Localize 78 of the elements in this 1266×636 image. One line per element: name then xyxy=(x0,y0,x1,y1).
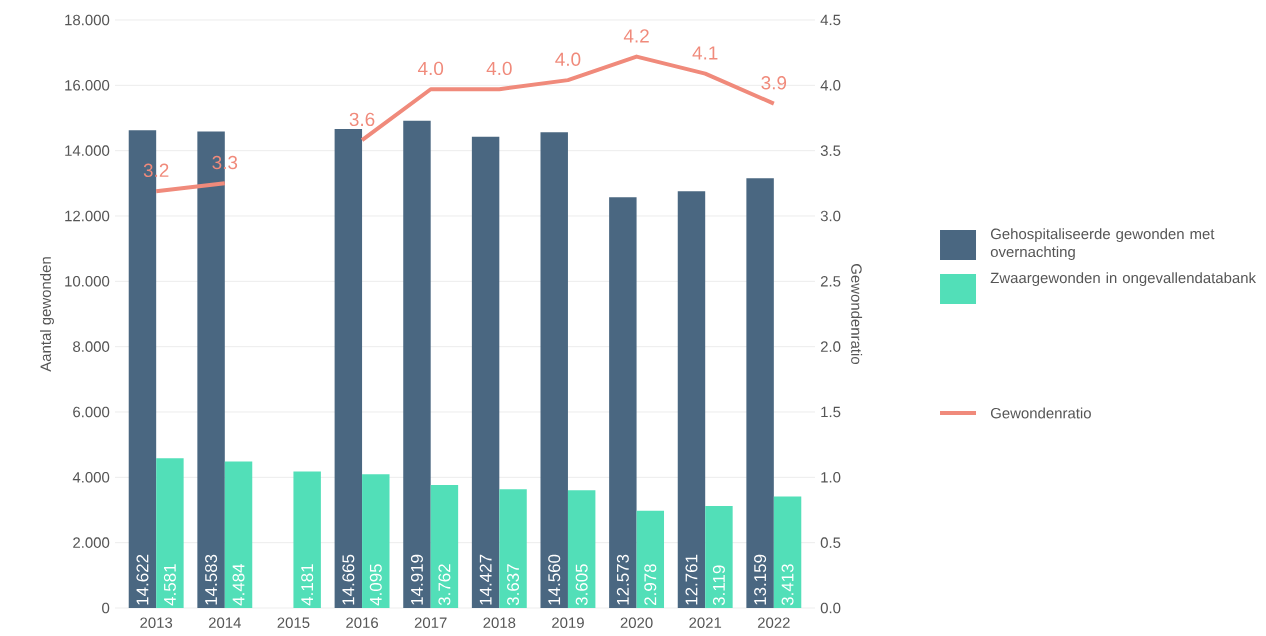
data-label: 12.761 xyxy=(685,554,698,605)
bar xyxy=(156,458,184,608)
data-label: 14.427 xyxy=(479,554,492,605)
y-tick-label: 8.000 xyxy=(73,341,110,352)
y2-tick-label: 2.0 xyxy=(820,341,841,352)
data-label: 4.095 xyxy=(369,564,382,606)
bar xyxy=(334,128,363,608)
y2-tick-label: 1.0 xyxy=(821,472,841,483)
y2-tick-label: 1.5 xyxy=(821,406,841,418)
y2-axis-title: Gewondenratio xyxy=(851,264,863,365)
y2-tick-label: 4.5 xyxy=(820,14,841,26)
data-label: 4.581 xyxy=(163,564,176,606)
data-label: 4.484 xyxy=(232,563,245,606)
data-label: 3.605 xyxy=(575,564,588,606)
bar xyxy=(677,191,706,608)
y-tick-label: 10.000 xyxy=(65,276,110,287)
bar xyxy=(499,489,527,608)
x-tick-label: 2021 xyxy=(689,617,722,629)
bar xyxy=(773,496,802,608)
y-axis-title: Aantal gewonden xyxy=(40,257,54,372)
y-tick-label: 2.000 xyxy=(73,537,110,548)
x-tick-label: 2016 xyxy=(346,617,379,629)
data-label: 14.919 xyxy=(410,554,423,605)
bar xyxy=(471,136,500,608)
y2-tick-label: 0.5 xyxy=(820,537,841,548)
data-label: 4.181 xyxy=(301,564,314,606)
y-tick-label: 16.000 xyxy=(65,80,110,91)
y2-tick-label: 0.0 xyxy=(820,602,841,614)
data-label: 3.637 xyxy=(507,564,520,606)
data-label: 3.9 xyxy=(761,76,787,90)
x-tick-label: 2020 xyxy=(620,617,653,629)
data-label: 4.0 xyxy=(417,61,444,76)
data-label: 3.119 xyxy=(712,565,725,606)
bar xyxy=(540,132,568,608)
bar xyxy=(403,120,431,608)
y-tick-label: 18.000 xyxy=(65,14,110,26)
x-tick-label: 2013 xyxy=(140,617,173,629)
y2-tick-label: 3.0 xyxy=(820,210,841,222)
data-label: 4.2 xyxy=(623,29,649,43)
x-tick-label: 2017 xyxy=(414,617,447,629)
data-label: 12.573 xyxy=(616,554,629,605)
y-tick-label: 0 xyxy=(102,602,110,614)
bar xyxy=(224,461,253,608)
legend-label: Zwaargewonden in ongevallendatabank xyxy=(990,272,1257,287)
bar xyxy=(362,474,390,608)
x-tick-label: 2015 xyxy=(277,617,310,629)
legend-label: Gehospitaliseerde gewonden met overnachting xyxy=(990,228,1215,261)
y2-tick-label: 3.5 xyxy=(820,145,841,156)
bar xyxy=(567,490,596,608)
data-label: 14.560 xyxy=(548,554,561,605)
y2-tick-label: 4.0 xyxy=(820,80,841,91)
y-tick-label: 6.000 xyxy=(73,406,110,418)
x-tick-label: 2022 xyxy=(757,617,790,629)
bar xyxy=(705,506,733,608)
data-label: 4.1 xyxy=(692,46,718,60)
bar xyxy=(609,197,637,608)
data-label: 3.413 xyxy=(781,564,794,606)
data-label: 14.665 xyxy=(342,554,355,605)
data-label: 4.0 xyxy=(555,52,581,66)
x-tick-label: 2014 xyxy=(208,617,241,629)
bar xyxy=(293,471,321,608)
bar xyxy=(746,178,774,608)
x-tick-label: 2019 xyxy=(552,617,584,629)
data-label: 2.978 xyxy=(644,564,657,605)
data-label: 3.762 xyxy=(438,564,451,606)
legend-label: Gewondenratio xyxy=(990,407,1091,419)
y-tick-label: 4.000 xyxy=(72,472,110,483)
data-label: 14.583 xyxy=(205,554,218,605)
y2-tick-label: 2.5 xyxy=(820,276,841,287)
y-tick-label: 12.000 xyxy=(65,210,110,222)
bar xyxy=(636,510,665,608)
bar xyxy=(430,485,459,608)
data-label: 13.159 xyxy=(754,554,767,605)
data-label: 3.6 xyxy=(349,112,375,127)
data-label: 4.0 xyxy=(486,61,512,76)
x-tick-label: 2018 xyxy=(483,617,516,629)
y-tick-label: 14.000 xyxy=(65,145,110,156)
data-label: 14.622 xyxy=(136,554,149,605)
